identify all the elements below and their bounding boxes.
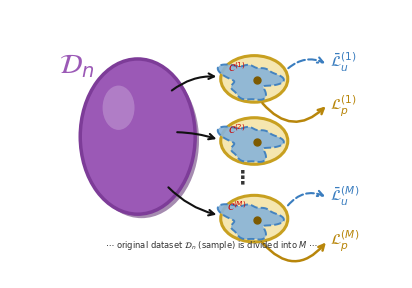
Text: $\mathcal{C}^{(1)}$: $\mathcal{C}^{(1)}$ xyxy=(228,60,246,74)
Text: $\bar{\mathcal{L}}_u^{(M)}$: $\bar{\mathcal{L}}_u^{(M)}$ xyxy=(330,184,359,208)
Polygon shape xyxy=(218,127,284,162)
Ellipse shape xyxy=(80,59,195,214)
Text: ⋮: ⋮ xyxy=(233,168,253,187)
Text: $\cdots$ original dataset $\mathcal{D}_n$ (sample) is divided into $M$ $\cdots$: $\cdots$ original dataset $\mathcal{D}_n… xyxy=(105,239,318,252)
Ellipse shape xyxy=(84,63,199,218)
Text: $\mathcal{L}_p^{(M)}$: $\mathcal{L}_p^{(M)}$ xyxy=(330,229,359,255)
Circle shape xyxy=(221,195,288,242)
Text: $\mathcal{C}^{(2)}$: $\mathcal{C}^{(2)}$ xyxy=(228,122,246,136)
Circle shape xyxy=(221,56,288,102)
Text: $\mathcal{C}^{(M)}$: $\mathcal{C}^{(M)}$ xyxy=(227,200,246,213)
Polygon shape xyxy=(218,65,284,100)
Ellipse shape xyxy=(103,86,135,130)
Text: $\bar{\mathcal{L}}_u^{(1)}$: $\bar{\mathcal{L}}_u^{(1)}$ xyxy=(330,51,357,74)
Circle shape xyxy=(221,118,288,164)
Text: $\mathcal{D}_n$: $\mathcal{D}_n$ xyxy=(59,52,95,79)
Polygon shape xyxy=(218,204,284,240)
Text: $\mathcal{L}_p^{(1)}$: $\mathcal{L}_p^{(1)}$ xyxy=(330,93,357,119)
